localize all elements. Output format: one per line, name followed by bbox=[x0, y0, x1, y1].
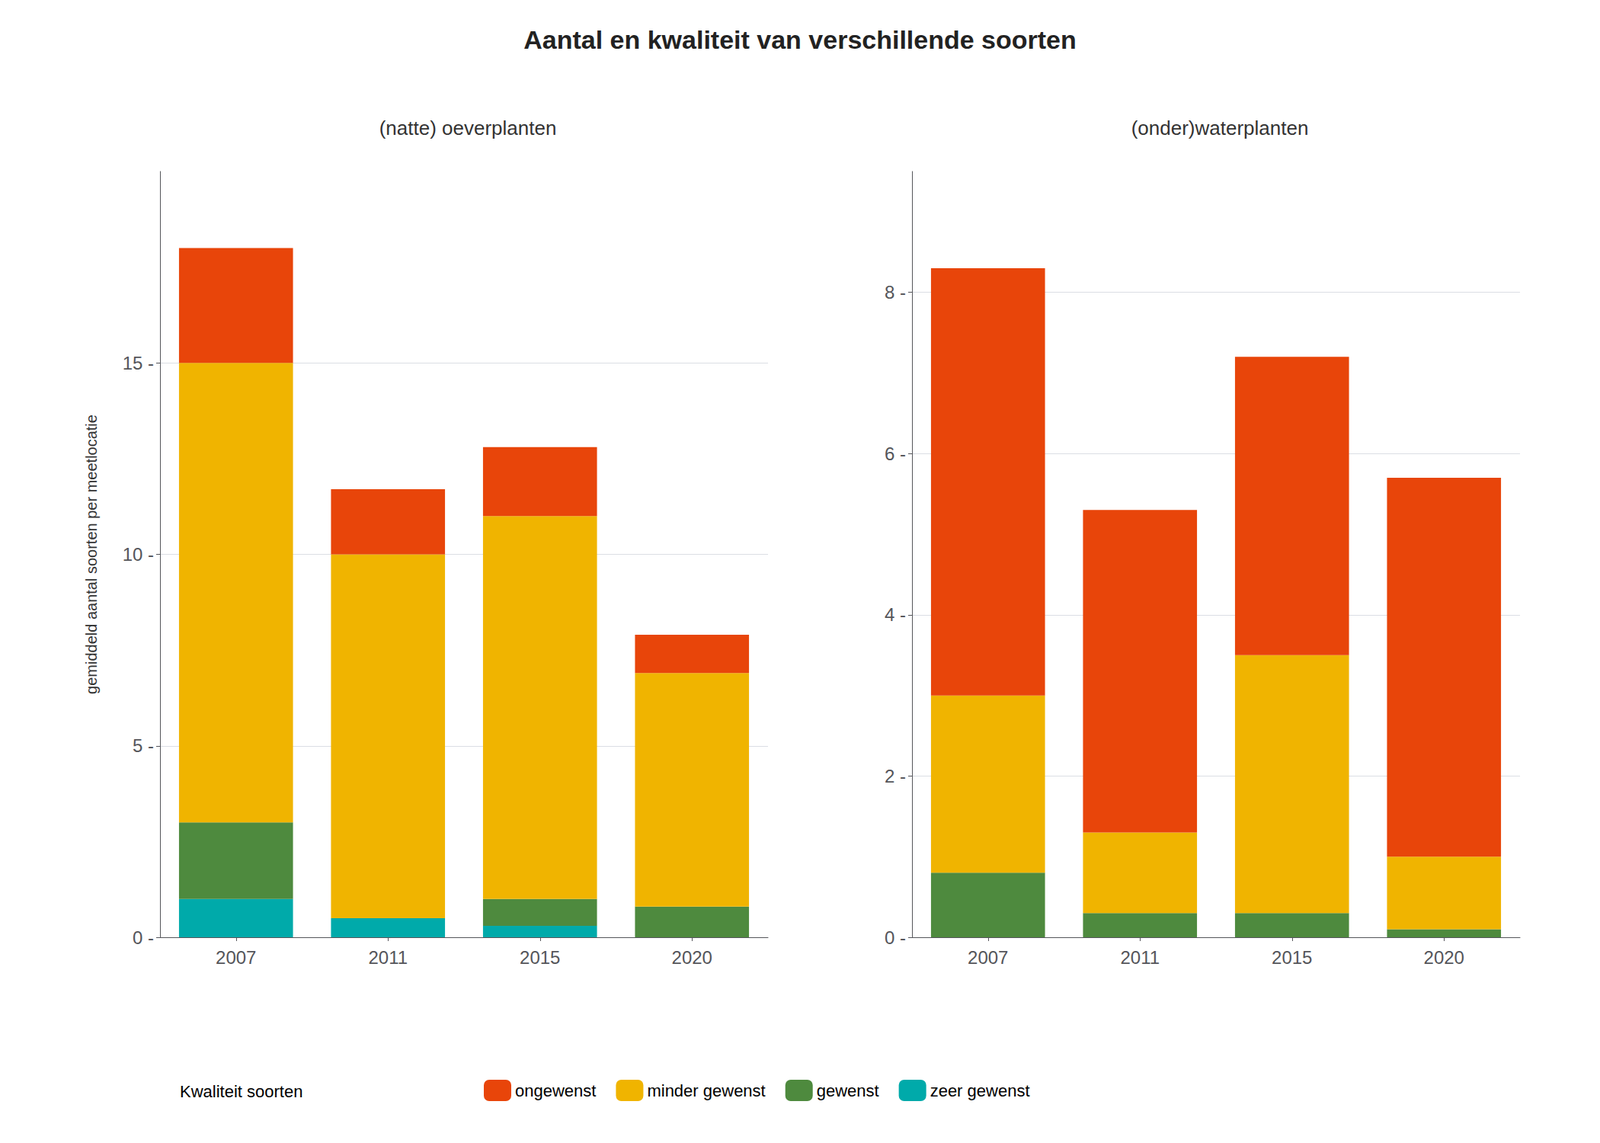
svg-text:(onder)waterplanten: (onder)waterplanten bbox=[1131, 116, 1309, 140]
svg-text:Kwaliteit soorten: Kwaliteit soorten bbox=[179, 1081, 303, 1101]
svg-text:2015: 2015 bbox=[519, 947, 560, 968]
svg-text:2020: 2020 bbox=[1424, 947, 1465, 968]
svg-text:zeer gewenst: zeer gewenst bbox=[930, 1081, 1031, 1101]
svg-text:gewenst: gewenst bbox=[816, 1081, 880, 1101]
svg-text:10 -: 10 - bbox=[122, 544, 154, 565]
svg-text:2 -: 2 - bbox=[884, 765, 906, 787]
svg-text:15 -: 15 - bbox=[122, 352, 154, 374]
svg-text:6 -: 6 - bbox=[884, 443, 906, 464]
svg-text:2007: 2007 bbox=[215, 947, 256, 968]
svg-text:gemiddeld aantal soorten per m: gemiddeld aantal soorten per meetlocatie bbox=[83, 414, 100, 695]
svg-text:2011: 2011 bbox=[368, 947, 408, 968]
svg-text:4 -: 4 - bbox=[884, 604, 906, 625]
svg-text:5 -: 5 - bbox=[132, 735, 154, 756]
svg-text:minder gewenst: minder gewenst bbox=[646, 1081, 765, 1101]
svg-text:Aantal en kwaliteit van versch: Aantal en kwaliteit van verschillende so… bbox=[523, 25, 1077, 55]
svg-text:8 -: 8 - bbox=[884, 281, 906, 303]
svg-text:2020: 2020 bbox=[672, 947, 713, 968]
svg-text:0 -: 0 - bbox=[884, 927, 906, 948]
svg-text:(natte) oeverplanten: (natte) oeverplanten bbox=[379, 116, 557, 140]
svg-text:ongewenst: ongewenst bbox=[515, 1081, 596, 1101]
svg-text:2011: 2011 bbox=[1120, 947, 1160, 968]
svg-text:2015: 2015 bbox=[1271, 947, 1312, 968]
svg-text:0 -: 0 - bbox=[132, 927, 154, 948]
svg-text:2007: 2007 bbox=[967, 947, 1008, 968]
